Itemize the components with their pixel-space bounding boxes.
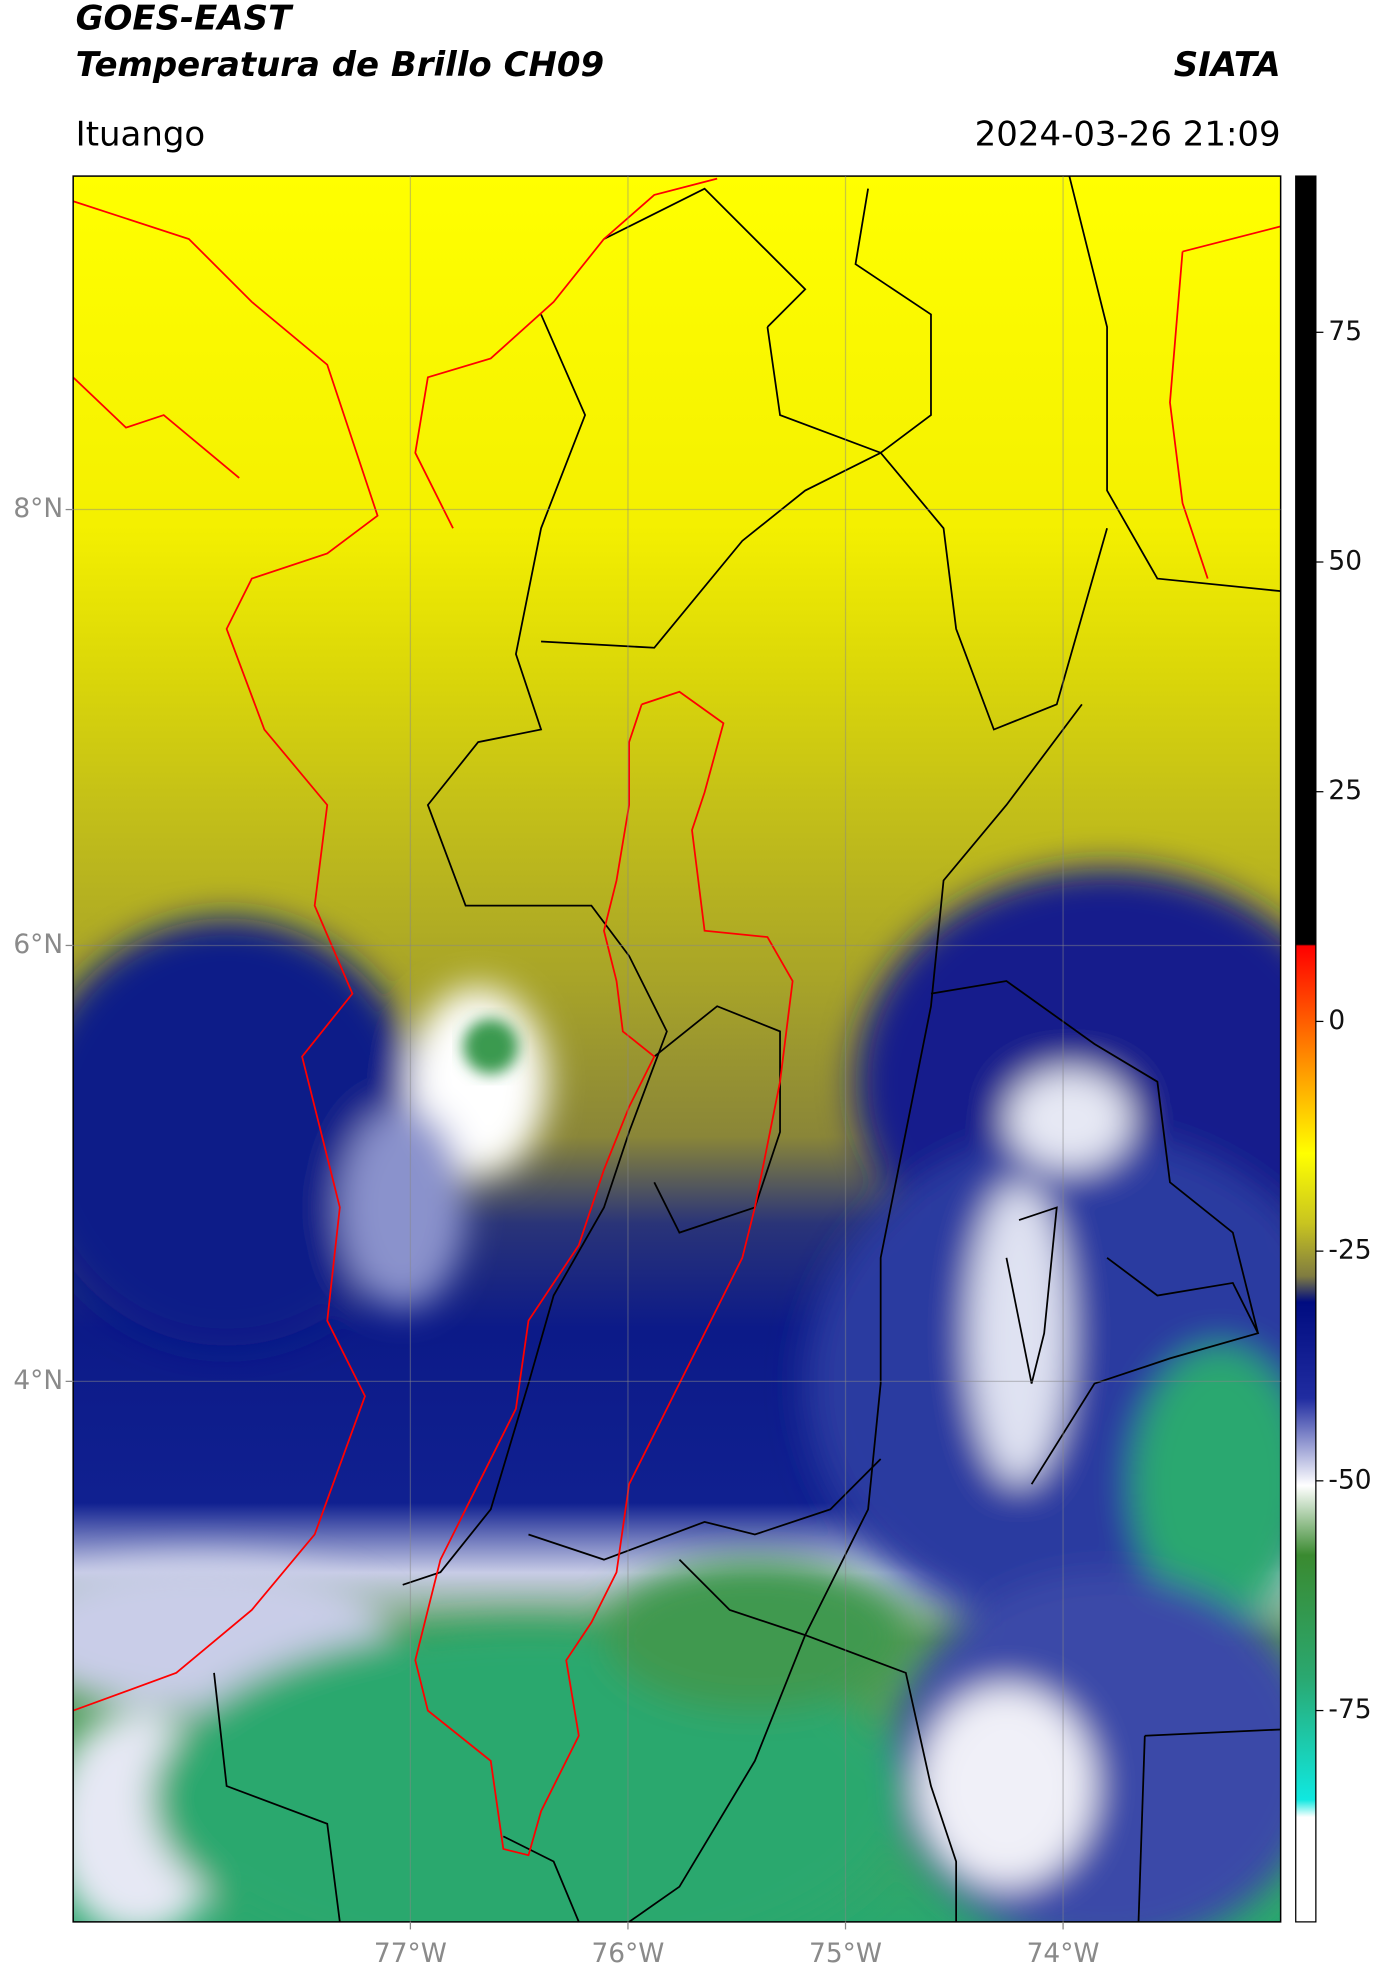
datetime: 2024-03-26 21:09 — [975, 114, 1281, 154]
colorbar-tick-label: -75 — [1328, 1694, 1371, 1725]
colorbar-tick-label: -25 — [1328, 1235, 1371, 1266]
title: GOES-EAST — [76, 0, 294, 39]
colorbar-tick-label: -50 — [1328, 1464, 1371, 1495]
y-tick-label: 6°N — [13, 929, 63, 960]
colorbar-tick-label: 50 — [1328, 546, 1362, 577]
colorbar-tick-label: 25 — [1328, 775, 1362, 806]
region: Ituango — [76, 114, 206, 154]
boundaries — [213, 176, 1281, 1922]
colorbar-tick-label: 0 — [1328, 1005, 1345, 1036]
x-tick-label: 77°W — [374, 1938, 447, 1969]
source: SIATA — [1174, 45, 1281, 85]
subtitle: Temperatura de Brillo CH09 — [76, 45, 604, 85]
x-tick-label: 74°W — [1027, 1938, 1100, 1969]
map-frame — [72, 175, 1282, 1923]
colorbar — [1295, 175, 1317, 1923]
coast-and-basin — [73, 177, 1281, 1857]
temperature-field — [73, 176, 1281, 1922]
y-tick-label: 8°N — [13, 493, 63, 524]
y-tick-label: 4°N — [13, 1365, 63, 1396]
colorbar-tick-label: 75 — [1328, 316, 1362, 347]
x-tick-label: 75°W — [809, 1938, 882, 1969]
x-tick-label: 76°W — [591, 1938, 664, 1969]
